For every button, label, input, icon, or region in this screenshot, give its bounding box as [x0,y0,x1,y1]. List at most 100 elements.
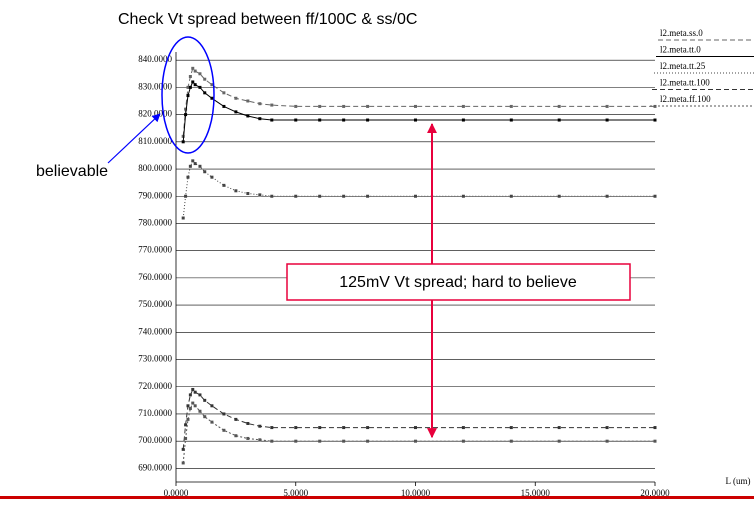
point [414,439,417,443]
point [246,421,250,425]
series-line [182,67,655,137]
point [605,104,609,108]
y-tick-label: 820.0000 [138,109,172,119]
point [366,194,370,198]
point [557,426,561,430]
y-tick-label: 740.0000 [138,326,172,336]
point [188,407,192,411]
point [198,393,202,397]
chart-title: Check Vt spread between ff/100C & ss/0C [118,11,417,28]
point [246,114,250,118]
footer-bar [0,496,754,499]
plot-area: 690.0000 700.0000 710.0000 720.0000 730.0000… [138,28,754,498]
point [605,426,609,430]
point [193,390,197,394]
point [270,194,274,198]
point [557,194,561,198]
point [193,69,197,73]
point [234,434,238,438]
point [184,113,188,117]
point [653,118,657,122]
series-line [182,388,655,450]
point [258,438,262,442]
point [184,436,188,440]
point [198,164,202,168]
point [342,104,346,108]
point [461,426,465,430]
point [193,83,197,87]
point [342,194,346,198]
point [414,194,417,198]
point [184,423,188,427]
point [186,417,190,421]
point [509,194,513,198]
point [181,140,185,144]
point [294,426,298,430]
point [234,96,238,100]
legend-label: l2.meta.tt.0 [660,45,701,55]
point [210,83,214,87]
point [191,387,195,391]
highlight-ellipse [161,36,215,154]
series-line [182,80,655,142]
y-tick-label: 830.0000 [138,81,172,91]
point [186,175,190,179]
point [184,194,188,198]
annotation: believable [36,163,108,180]
point [318,439,322,443]
point [461,104,465,108]
point [557,439,561,443]
point [461,118,465,122]
point [246,436,250,440]
y-tick-label: 710.0000 [138,408,172,418]
point [461,194,465,198]
point [318,104,322,108]
legend-label: l2.meta.tt.25 [660,61,706,71]
point [509,439,513,443]
point [184,107,188,111]
point [203,91,207,95]
annotation-box [286,263,631,301]
point [294,439,298,443]
point [270,426,274,430]
point [653,439,657,443]
point [461,439,465,443]
point [188,74,192,78]
point [342,118,346,122]
point [198,409,202,413]
legend-label: l2.meta.ss.0 [660,28,703,38]
arrow [107,113,161,164]
x-tick-label: 20.0000 [640,488,670,498]
y-tick-label: 720.0000 [138,381,172,391]
point [557,104,561,108]
point [188,85,192,89]
y-tick-label: 840.0000 [138,54,172,64]
point [210,404,214,408]
x-axis-label: L (um) [726,476,751,486]
point [203,415,207,419]
point [191,80,195,84]
point [246,99,250,103]
y-tick-label: 780.0000 [138,218,172,228]
point [509,118,513,122]
point [191,66,195,70]
point [181,447,185,451]
point [186,85,190,89]
point [557,118,561,122]
point [191,401,195,405]
point [318,426,322,430]
point [318,118,322,122]
legend-label: l2.meta.tt.100 [660,78,710,88]
point [414,426,417,430]
point [188,164,192,168]
y-tick-label: 750.0000 [138,299,172,309]
point [270,118,274,122]
point [605,118,609,122]
point [222,183,226,187]
point [193,404,197,408]
point [270,103,274,107]
point [294,194,298,198]
point [246,192,250,196]
y-tick-label: 700.0000 [138,435,172,445]
